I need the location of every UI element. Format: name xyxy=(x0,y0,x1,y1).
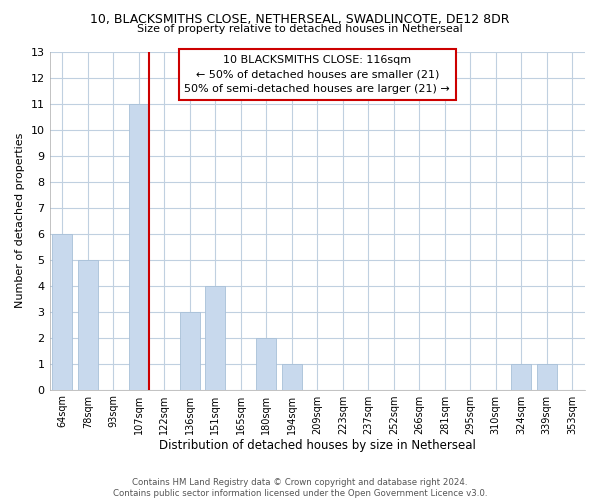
X-axis label: Distribution of detached houses by size in Netherseal: Distribution of detached houses by size … xyxy=(159,440,476,452)
Bar xyxy=(179,312,200,390)
Y-axis label: Number of detached properties: Number of detached properties xyxy=(15,133,25,308)
Text: Contains HM Land Registry data © Crown copyright and database right 2024.
Contai: Contains HM Land Registry data © Crown c… xyxy=(113,478,487,498)
Bar xyxy=(281,364,302,390)
Bar xyxy=(205,286,226,390)
Bar xyxy=(511,364,532,390)
Text: 10 BLACKSMITHS CLOSE: 116sqm
← 50% of detached houses are smaller (21)
50% of se: 10 BLACKSMITHS CLOSE: 116sqm ← 50% of de… xyxy=(184,55,450,94)
Text: Size of property relative to detached houses in Netherseal: Size of property relative to detached ho… xyxy=(137,24,463,34)
Bar xyxy=(128,104,149,390)
Bar xyxy=(256,338,277,390)
Text: 10, BLACKSMITHS CLOSE, NETHERSEAL, SWADLINCOTE, DE12 8DR: 10, BLACKSMITHS CLOSE, NETHERSEAL, SWADL… xyxy=(90,12,510,26)
Bar xyxy=(77,260,98,390)
Bar xyxy=(536,364,557,390)
Bar xyxy=(52,234,73,390)
